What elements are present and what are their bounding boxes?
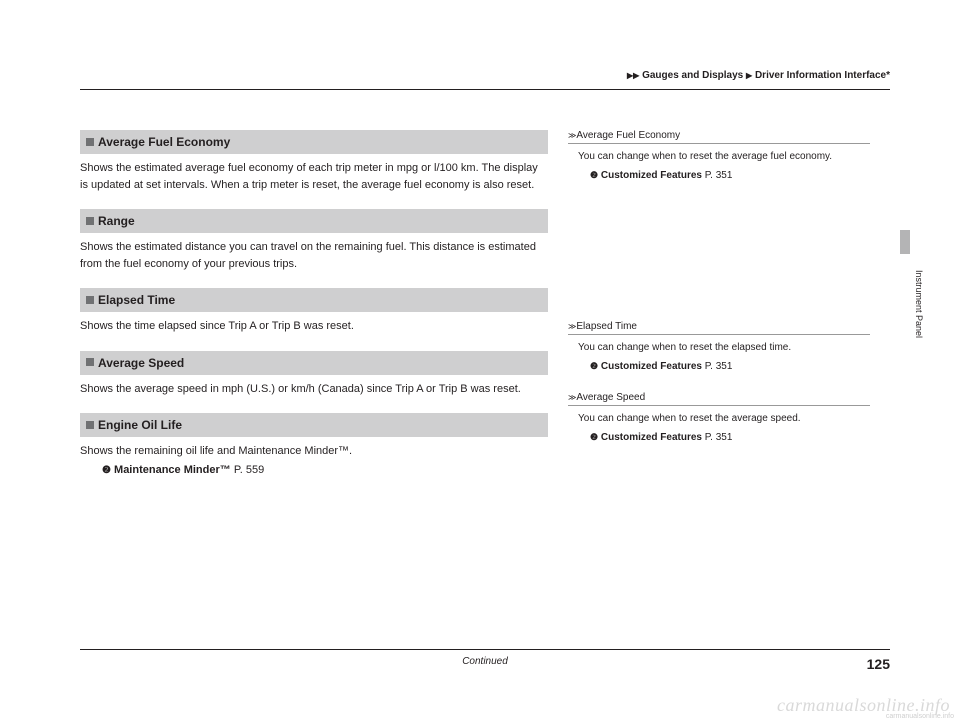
reference-arrow-icon: ❷ — [102, 465, 111, 476]
triangle-icon: ▶ — [633, 71, 639, 80]
section-header: Elapsed Time — [80, 288, 548, 312]
manual-page: ▶▶ Gauges and Displays ▶ Driver Informat… — [80, 70, 890, 492]
page-footer: Continued 125 — [80, 649, 890, 672]
sidebar-body: You can change when to reset the average… — [578, 412, 870, 426]
section-title: Engine Oil Life — [98, 418, 182, 432]
square-bullet-icon — [86, 421, 94, 429]
sidebar-reference: ❷ Customized Features P. 351 — [590, 170, 870, 181]
sidebar-ref-label: Customized Features — [601, 432, 702, 443]
chapter-tab — [900, 230, 910, 254]
reference-arrow-icon: ❷ — [590, 432, 598, 442]
content-area: Average Fuel Economy Shows the estimated… — [80, 130, 890, 492]
watermark-small: carmanualsonline.info — [886, 713, 954, 720]
sidebar-body: You can change when to reset the elapsed… — [578, 341, 870, 355]
sidebar-header: ≫Average Speed — [568, 392, 870, 406]
triangle-icon: ▶ — [746, 71, 752, 80]
section-header: Range — [80, 209, 548, 233]
section-title: Elapsed Time — [98, 293, 175, 307]
sidebar-ref-label: Customized Features — [601, 361, 702, 372]
sidebar-block: ≫Average Fuel Economy You can change whe… — [568, 130, 870, 181]
sidebar-ref-page: P. 351 — [705, 170, 733, 181]
sidebar-title: Elapsed Time — [576, 321, 637, 332]
square-bullet-icon — [86, 217, 94, 225]
section-body: Shows the remaining oil life and Mainten… — [80, 443, 548, 460]
sidebar-reference: ❷ Customized Features P. 351 — [590, 432, 870, 443]
main-column: Average Fuel Economy Shows the estimated… — [80, 130, 548, 492]
ref-page: P. 559 — [234, 464, 264, 476]
section-header: Average Fuel Economy — [80, 130, 548, 154]
section-title: Average Speed — [98, 355, 184, 369]
reference-arrow-icon: ❷ — [590, 170, 598, 180]
reference-arrow-icon: ❷ — [590, 361, 598, 371]
sidebar-reference: ❷ Customized Features P. 351 — [590, 361, 870, 372]
sidebar-block: ≫Elapsed Time You can change when to res… — [568, 321, 870, 372]
sidebar-ref-page: P. 351 — [705, 432, 733, 443]
section-body: Shows the time elapsed since Trip A or T… — [80, 318, 548, 335]
square-bullet-icon — [86, 138, 94, 146]
continued-label: Continued — [462, 656, 508, 667]
ref-label: Maintenance Minder™ — [114, 464, 231, 476]
sidebar-header: ≫Elapsed Time — [568, 321, 870, 335]
cross-reference: ❷ Maintenance Minder™ P. 559 — [102, 464, 548, 476]
sidebar-ref-page: P. 351 — [705, 361, 733, 372]
section-body: Shows the estimated distance you can tra… — [80, 239, 548, 272]
section-header: Average Speed — [80, 351, 548, 375]
breadcrumb-part2: Driver Information Interface* — [755, 70, 890, 81]
sidebar-header: ≫Average Fuel Economy — [568, 130, 870, 144]
breadcrumb: ▶▶ Gauges and Displays ▶ Driver Informat… — [80, 70, 890, 90]
sidebar-title: Average Speed — [576, 392, 645, 403]
sidebar-title: Average Fuel Economy — [576, 130, 680, 141]
chapter-label: Instrument Panel — [914, 270, 924, 338]
breadcrumb-part1: Gauges and Displays — [642, 70, 743, 81]
page-number: 125 — [867, 656, 890, 672]
section-title: Range — [98, 214, 135, 228]
sidebar-block: ≫Average Speed You can change when to re… — [568, 392, 870, 443]
sidebar-ref-label: Customized Features — [601, 170, 702, 181]
sidebar-column: ≫Average Fuel Economy You can change whe… — [568, 130, 870, 492]
square-bullet-icon — [86, 296, 94, 304]
section-title: Average Fuel Economy — [98, 135, 230, 149]
section-body: Shows the estimated average fuel economy… — [80, 160, 548, 193]
section-header: Engine Oil Life — [80, 413, 548, 437]
section-body: Shows the average speed in mph (U.S.) or… — [80, 381, 548, 398]
sidebar-body: You can change when to reset the average… — [578, 150, 870, 164]
square-bullet-icon — [86, 358, 94, 366]
